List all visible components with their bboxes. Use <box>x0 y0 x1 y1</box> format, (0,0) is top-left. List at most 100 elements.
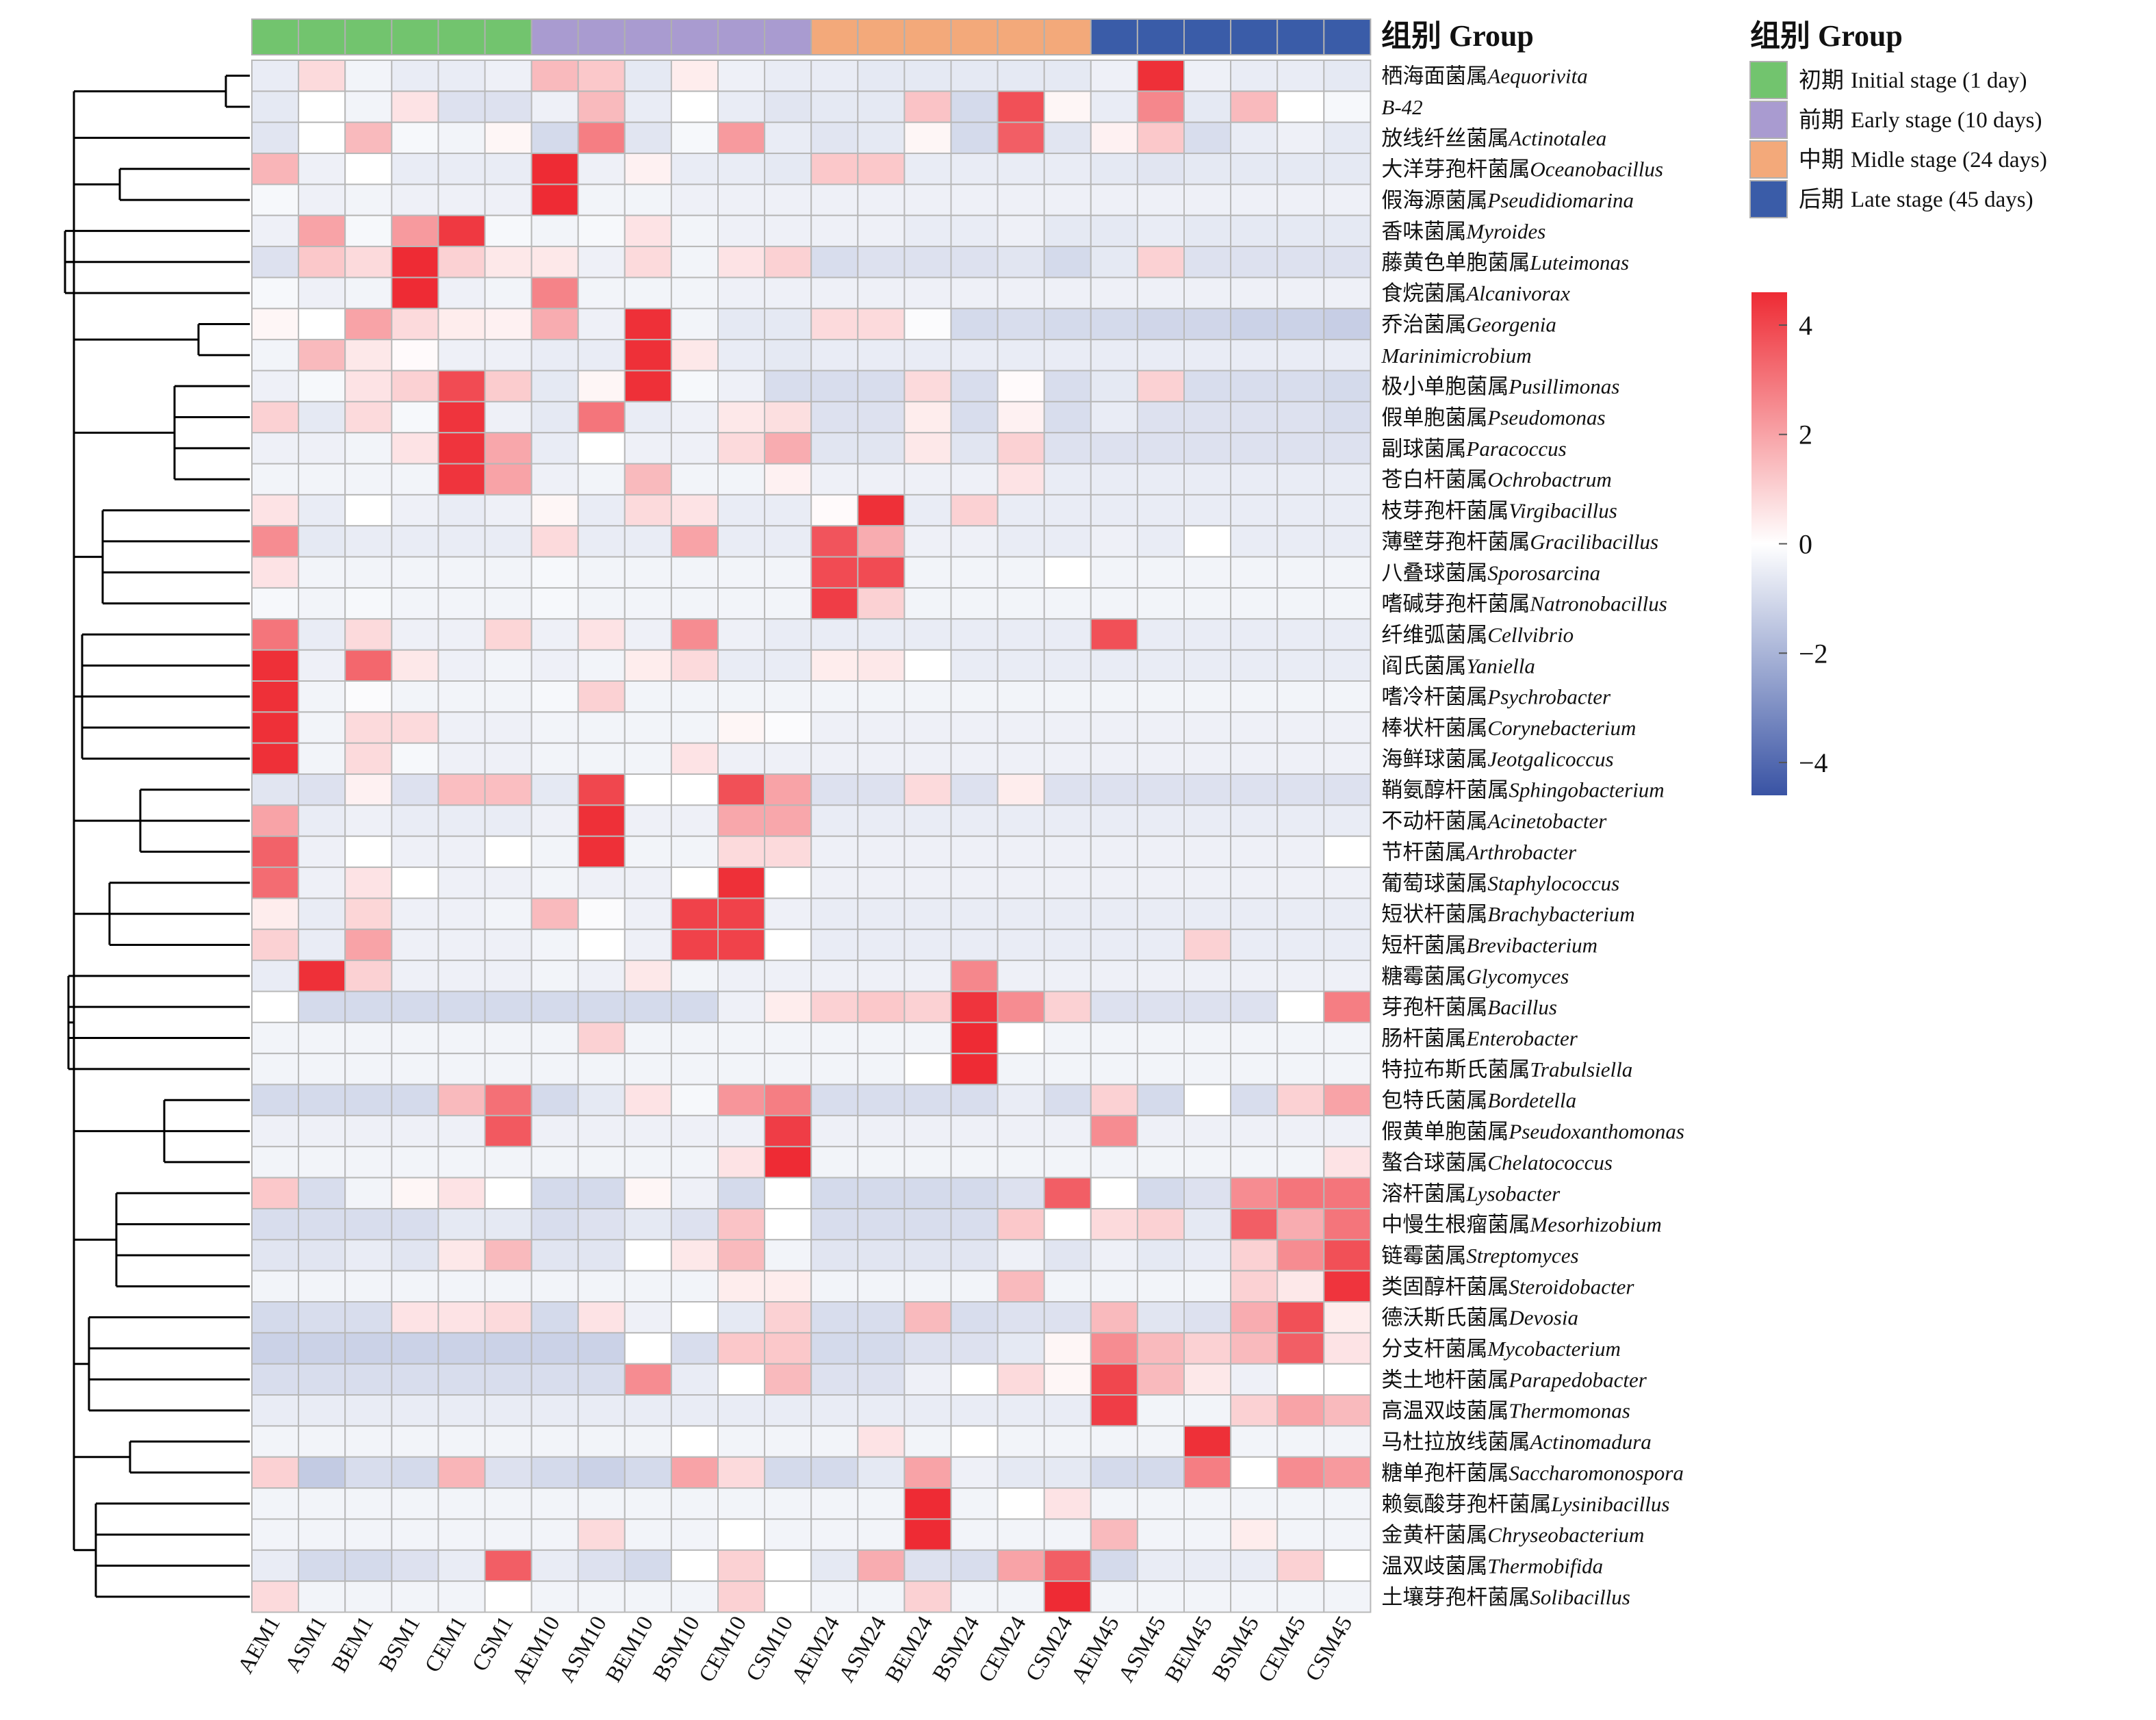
legend-label-cn: 后期 <box>1799 188 1844 212</box>
heatmap-cell <box>624 1487 672 1520</box>
heatmap-cell <box>903 339 952 372</box>
heatmap-cell <box>624 1239 672 1272</box>
heatmap-cell <box>1183 867 1232 899</box>
row-label: 包特氏菌属Bordetella <box>1381 1088 1576 1112</box>
column-label: BEM45 <box>1161 1613 1218 1687</box>
heatmap-cell <box>1183 1021 1232 1055</box>
heatmap-cell <box>577 493 626 527</box>
heatmap-cell <box>717 400 766 434</box>
heatmap-cell <box>1323 1053 1372 1086</box>
row-label-latin: Mesorhizobium <box>1529 1213 1661 1237</box>
heatmap-cell <box>1183 773 1232 806</box>
heatmap-cell <box>764 1053 812 1086</box>
heatmap-cell <box>810 370 859 402</box>
heatmap-cell <box>484 1580 532 1613</box>
heatmap-cell <box>391 1239 439 1272</box>
heatmap-cell <box>344 649 393 682</box>
heatmap-cell <box>1183 1456 1232 1489</box>
heatmap-cell <box>857 90 906 123</box>
heatmap-cell <box>857 1021 906 1055</box>
heatmap-cell <box>764 339 812 372</box>
heatmap-cell <box>251 1207 300 1241</box>
heatmap-cell <box>1276 214 1325 248</box>
heatmap-cell <box>251 432 300 465</box>
group-annotation-cell <box>624 18 672 55</box>
heatmap-cell <box>1276 680 1325 713</box>
heatmap-cell <box>577 587 626 620</box>
heatmap-cell <box>484 90 532 123</box>
heatmap-cell <box>1136 1456 1185 1489</box>
heatmap-cell <box>1183 1177 1232 1209</box>
row-label-latin: Corynebacterium <box>1487 716 1636 740</box>
heatmap-cell <box>1323 618 1372 651</box>
group-annotation-cell <box>1230 18 1279 55</box>
heatmap-cell <box>950 928 999 962</box>
heatmap-cell <box>1276 773 1325 806</box>
heatmap-cell <box>484 835 532 869</box>
heatmap-cell <box>857 928 906 962</box>
row-label: 类固醇杆菌属Steroidobacter <box>1381 1274 1634 1298</box>
heatmap-cell <box>251 587 300 620</box>
colorbar: 4 2 0 −2 −4 <box>1751 292 1828 795</box>
heatmap-cell <box>437 493 486 527</box>
heatmap-cell <box>1136 835 1185 869</box>
row-label-cn: 枝芽孢杆菌属 <box>1381 499 1509 523</box>
heatmap-cell <box>670 1053 719 1086</box>
heatmap-cell <box>1090 214 1138 248</box>
heatmap-cell <box>437 990 486 1023</box>
heatmap-cell <box>1276 246 1325 279</box>
row-label-cn: 薄壁芽孢杆菌属 <box>1381 530 1530 554</box>
heatmap-cell <box>530 1487 579 1520</box>
group-annotation-cell <box>484 18 532 55</box>
heatmap-cell <box>997 773 1045 806</box>
heatmap-cell <box>530 556 579 589</box>
heatmap-cell <box>670 1549 719 1582</box>
heatmap-cell <box>1183 153 1232 185</box>
heatmap-cell <box>437 804 486 837</box>
heatmap-cell <box>251 400 300 434</box>
heatmap-cell <box>298 1146 346 1179</box>
heatmap-cell <box>1136 339 1185 372</box>
heatmap-cell <box>1323 1394 1372 1427</box>
heatmap-cell <box>717 339 766 372</box>
row-label: 食烷菌属Alcanivorax <box>1381 281 1570 305</box>
heatmap-cell <box>437 307 486 341</box>
heatmap-cell <box>903 1083 952 1116</box>
heatmap-cell <box>577 742 626 775</box>
row-label: 特拉布斯氏菌属Trabulsiella <box>1381 1057 1632 1081</box>
heatmap-cell <box>251 214 300 248</box>
heatmap-cell <box>717 960 766 992</box>
group-annotation-cell <box>997 18 1045 55</box>
row-label-latin: Enterobacter <box>1465 1027 1578 1051</box>
heatmap-cell <box>437 432 486 465</box>
heatmap-cell <box>484 680 532 713</box>
heatmap-cell <box>1323 1207 1372 1241</box>
heatmap-cell <box>1090 432 1138 465</box>
heatmap-cell <box>391 1053 439 1086</box>
heatmap-cell <box>857 121 906 155</box>
heatmap-cell <box>577 214 626 248</box>
heatmap-cell <box>1090 153 1138 185</box>
row-label-cn: 大洋芽孢杆菌属 <box>1381 157 1530 181</box>
heatmap-cell <box>344 153 393 185</box>
heatmap-cell <box>1323 1239 1372 1272</box>
heatmap-cell <box>624 1177 672 1209</box>
heatmap-cell <box>764 867 812 899</box>
heatmap-cell <box>391 525 439 558</box>
heatmap-cell <box>344 1456 393 1489</box>
heatmap-cell <box>624 1332 672 1365</box>
heatmap-cell <box>717 990 766 1023</box>
heatmap-cell <box>251 1177 300 1209</box>
row-label-cn: 栖海面菌属 <box>1381 64 1487 88</box>
heatmap-cell <box>1090 493 1138 527</box>
heatmap-cell <box>903 432 952 465</box>
heatmap-cell <box>1043 742 1092 775</box>
heatmap-cell <box>810 1332 859 1365</box>
heatmap-cell <box>717 183 766 216</box>
heatmap-cell <box>903 711 952 744</box>
heatmap-cell <box>1323 680 1372 713</box>
heatmap-cell <box>1276 1363 1325 1396</box>
heatmap-cell <box>577 1177 626 1209</box>
row-label-latin: Virgibacillus <box>1509 499 1617 523</box>
heatmap-cell <box>577 246 626 279</box>
